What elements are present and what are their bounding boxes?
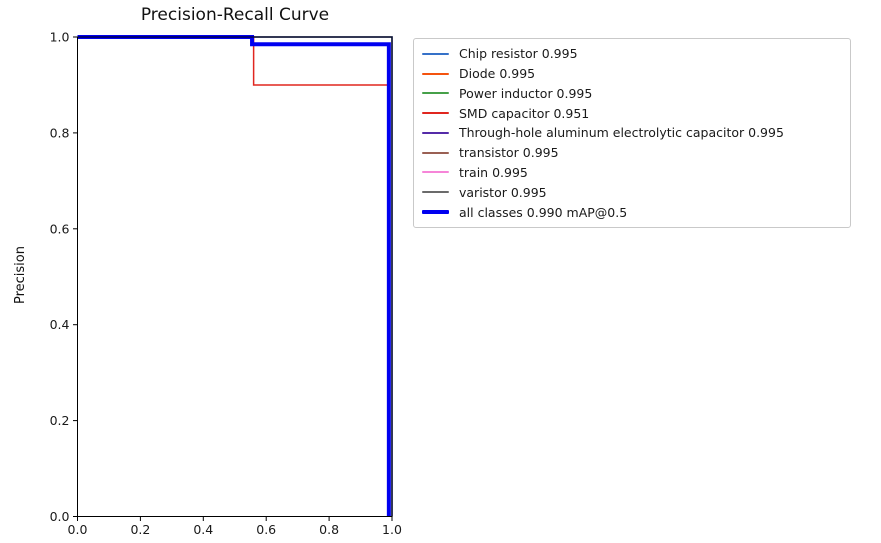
series-line <box>77 36 393 517</box>
legend-line-swatch <box>422 92 449 95</box>
legend-line-swatch <box>422 131 449 134</box>
series-line <box>77 36 393 517</box>
y-tick-label: 1.0 <box>50 30 70 45</box>
legend-item-label: transistor 0.995 <box>459 145 559 161</box>
legend-item-label: SMD capacitor 0.951 <box>459 105 590 121</box>
series-line <box>77 36 393 517</box>
series-line <box>77 36 393 517</box>
x-tick-label: 0.6 <box>256 522 276 537</box>
legend-line-swatch <box>422 171 449 174</box>
y-tick-label: 0.8 <box>50 125 70 140</box>
legend-item: Diode 0.995 <box>422 64 842 83</box>
legend-item: Power inductor 0.995 <box>422 84 842 103</box>
series-line <box>77 36 393 517</box>
legend-line-swatch <box>422 112 449 115</box>
series-line <box>77 36 390 517</box>
x-tick-label: 1.0 <box>382 522 402 537</box>
legend-line-swatch <box>422 151 449 154</box>
series-line <box>77 36 393 517</box>
series-line <box>77 36 393 517</box>
chart-title: Precision-Recall Curve <box>140 5 330 25</box>
legend-item-label: Through-hole aluminum electrolytic capac… <box>459 125 784 141</box>
legend-line-swatch <box>422 72 449 75</box>
legend-item-label: Diode 0.995 <box>459 66 536 82</box>
legend-item: transistor 0.995 <box>422 143 842 162</box>
x-tick-label: 0.2 <box>130 522 150 537</box>
x-tick-label: 0.8 <box>319 522 339 537</box>
y-tick-label: 0.6 <box>50 221 70 236</box>
legend-item-label: Chip resistor 0.995 <box>459 46 578 62</box>
legend-item-label: varistor 0.995 <box>459 184 547 200</box>
x-tick-label: 0.4 <box>193 522 213 537</box>
legend-item-label: all classes 0.990 mAP@0.5 <box>459 204 628 220</box>
y-tick-label: 0.0 <box>50 509 70 524</box>
legend-item-label: train 0.995 <box>459 164 528 180</box>
y-tick-label: 0.2 <box>50 413 70 428</box>
legend-item: SMD capacitor 0.951 <box>422 104 842 123</box>
legend: Chip resistor 0.995 Diode 0.995 Power indu… <box>413 38 851 228</box>
y-tick-label: 0.4 <box>50 317 70 332</box>
legend-item: Through-hole aluminum electrolytic capac… <box>422 123 842 142</box>
legend-item: train 0.995 <box>422 163 842 182</box>
legend-item: all classes 0.990 mAP@0.5 <box>422 203 842 222</box>
legend-line-swatch <box>422 52 449 55</box>
legend-item-label: Power inductor 0.995 <box>459 85 593 101</box>
legend-line-swatch <box>422 210 449 214</box>
legend-item: Chip resistor 0.995 <box>422 44 842 63</box>
series-line <box>77 35 391 517</box>
axes-spines <box>77 36 393 517</box>
legend-item: varistor 0.995 <box>422 183 842 202</box>
x-tick-label: 0.0 <box>68 522 88 537</box>
legend-line-swatch <box>422 191 449 194</box>
